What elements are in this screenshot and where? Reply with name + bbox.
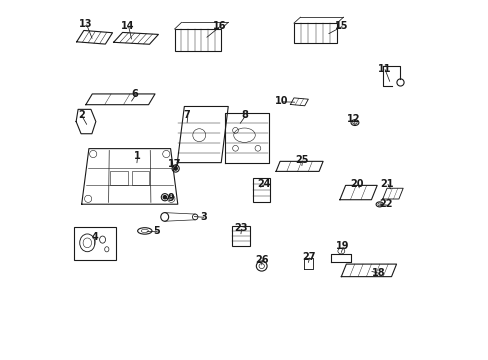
Text: 11: 11 — [377, 64, 390, 74]
Text: 5: 5 — [153, 226, 160, 236]
Text: 8: 8 — [241, 111, 247, 121]
Text: 22: 22 — [379, 199, 392, 210]
Text: 21: 21 — [380, 179, 393, 189]
Text: 3: 3 — [200, 212, 206, 221]
Circle shape — [174, 167, 177, 170]
Bar — [110, 171, 128, 185]
Bar — [131, 171, 149, 185]
Text: 26: 26 — [254, 255, 268, 265]
Bar — [253, 179, 270, 202]
Text: 23: 23 — [234, 224, 247, 233]
Text: 12: 12 — [346, 114, 360, 124]
Text: 18: 18 — [371, 267, 384, 278]
Text: 6: 6 — [131, 89, 138, 99]
Text: 27: 27 — [302, 252, 315, 262]
Text: 16: 16 — [212, 21, 225, 31]
Circle shape — [163, 195, 166, 199]
Text: 24: 24 — [257, 179, 270, 189]
Bar — [74, 227, 116, 260]
Text: 9: 9 — [167, 193, 174, 203]
Text: 17: 17 — [167, 159, 181, 169]
Text: 25: 25 — [295, 155, 308, 165]
Text: 19: 19 — [335, 241, 348, 251]
Text: 2: 2 — [78, 111, 84, 121]
Bar — [174, 29, 221, 51]
Text: 14: 14 — [121, 21, 134, 31]
Text: 15: 15 — [334, 21, 347, 31]
Text: 7: 7 — [183, 111, 190, 121]
Bar — [293, 23, 336, 43]
Text: 1: 1 — [133, 150, 140, 161]
Text: 13: 13 — [79, 19, 93, 29]
Text: 20: 20 — [350, 179, 364, 189]
Text: 10: 10 — [275, 96, 288, 106]
Bar — [231, 226, 250, 246]
Text: 4: 4 — [91, 232, 98, 242]
